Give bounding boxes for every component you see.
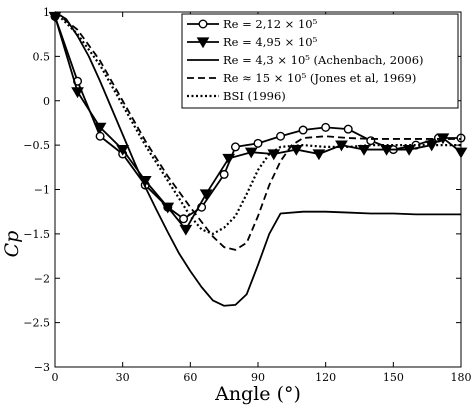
data-point-triangle — [199, 189, 213, 201]
x-tick-label: 120 — [315, 371, 336, 384]
y-tick-label: −2.5 — [23, 317, 50, 330]
data-point-triangle — [116, 144, 130, 156]
data-point-circle — [321, 122, 331, 132]
data-point-triangle — [161, 202, 175, 214]
x-tick-label: 180 — [451, 371, 472, 384]
legend-item: BSI (1996) — [187, 89, 286, 103]
y-tick-label: 1 — [43, 6, 50, 19]
data-point-triangle — [222, 153, 236, 165]
data-point-circle — [179, 214, 189, 224]
data-point-circle — [198, 19, 208, 29]
data-point-triangle — [357, 144, 371, 156]
y-tick-label: −3 — [34, 361, 50, 374]
data-point-triangle — [402, 144, 416, 156]
legend-item: Re ≈ 15 × 10⁵ (Jones et al, 1969) — [187, 71, 416, 85]
x-tick-label: 0 — [52, 371, 59, 384]
data-point-circle — [298, 125, 308, 135]
data-point-circle — [253, 138, 263, 148]
y-tick-label: −1 — [34, 184, 50, 197]
y-axis-title: Cp — [1, 231, 23, 258]
legend-label: Re = 2,12 × 10⁵ — [223, 17, 318, 31]
data-point-circle — [219, 169, 229, 179]
data-point-triangle — [335, 140, 348, 152]
plot-frame — [54, 11, 462, 368]
y-tick-label: −1.5 — [23, 228, 50, 241]
legend-label: Re = 4,95 × 10⁵ — [223, 35, 318, 49]
legend-label: BSI (1996) — [223, 89, 286, 103]
data-point-circle — [95, 131, 105, 141]
legend-item: Re = 2,12 × 10⁵ — [187, 17, 318, 31]
data-point-triangle — [312, 149, 326, 161]
data-point-triangle — [71, 87, 84, 99]
series-line — [54, 16, 462, 231]
series-3 — [54, 11, 461, 251]
x-tick-label: 30 — [116, 371, 130, 384]
series-line — [54, 11, 461, 235]
series-1 — [48, 11, 468, 236]
y-tick-label: 0 — [43, 95, 50, 108]
legend-label: Re = 4,3 × 10⁵ (Achenbach, 2006) — [223, 53, 424, 67]
data-point-triangle — [179, 224, 193, 236]
series-4 — [54, 11, 461, 235]
series-line — [54, 11, 461, 307]
legend-item: Re = 4,95 × 10⁵ — [187, 35, 318, 49]
x-axis-title: Angle (°) — [214, 383, 301, 405]
y-tick-label: 0.5 — [33, 50, 51, 63]
data-point-triangle — [289, 144, 303, 156]
legend: Re = 2,12 × 10⁵ Re = 4,95 × 10⁵ Re = 4,3 ×… — [181, 13, 459, 109]
data-point-triangle — [93, 122, 107, 134]
series-line — [54, 11, 461, 251]
x-tick-label: 90 — [251, 371, 265, 384]
data-point-circle — [276, 131, 286, 141]
series-2 — [54, 11, 461, 307]
x-tick-label: 60 — [183, 371, 197, 384]
y-tick-label: −2 — [34, 272, 50, 285]
y-tick-label: −0.5 — [23, 139, 50, 152]
plot-series — [48, 11, 468, 307]
x-tick-label: 150 — [383, 371, 404, 384]
data-point-circle — [230, 142, 240, 152]
data-point-triangle — [380, 144, 393, 156]
legend-box — [181, 13, 459, 109]
data-point-triangle — [196, 37, 210, 49]
axis-ticks: 0 30 60 90 120 150 180 1 0.5 0 −0.5 −1 −1.5 −2 −2.5 −3 — [23, 6, 471, 384]
data-point-triangle — [267, 149, 281, 161]
data-point-circle — [343, 124, 353, 134]
data-point-triangle — [244, 147, 258, 159]
legend-item: Re = 4,3 × 10⁵ (Achenbach, 2006) — [187, 53, 424, 67]
legend-label: Re ≈ 15 × 10⁵ (Jones et al, 1969) — [223, 71, 416, 85]
